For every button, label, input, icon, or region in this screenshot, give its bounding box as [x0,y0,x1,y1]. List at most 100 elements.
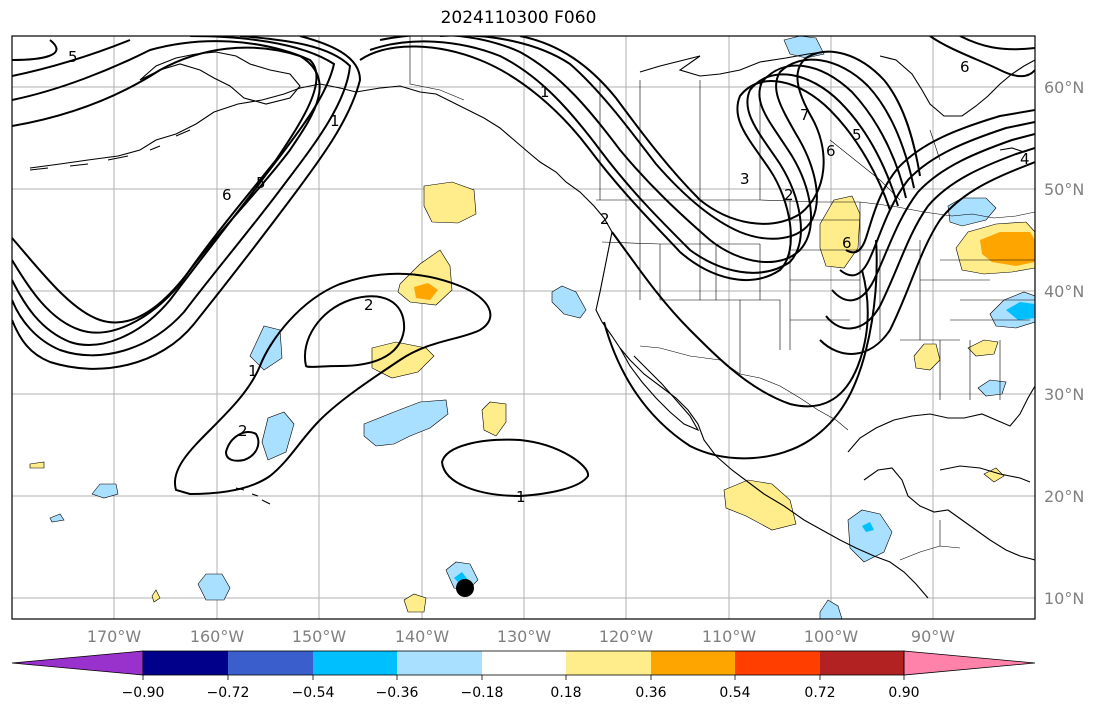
contour-label: 6 [842,234,852,252]
lon-label: 110°W [702,627,757,646]
fill-blue-west-20n [91,483,119,499]
fill-yellow-caribbean [983,467,1005,483]
state-lines-east [920,259,1035,400]
contour-1-loop [173,272,492,496]
contour-ridge-east-2 [825,147,1035,330]
fill-yellow-west-23n [29,461,45,469]
contour-label: 3 [740,170,750,188]
contour-label: 1 [540,83,550,101]
latitude-labels: 60°N 50°N 40°N 30°N 20°N 10°N [1044,78,1084,608]
colorbar-tick-label: 0.54 [719,685,750,701]
contour-labels: 5 1 6 5 1 6 7 6 5 4 3 2 2 1 2 1 6 2 [68,48,1030,506]
contour-label: 1 [248,362,258,380]
colorbar-segment [482,651,566,675]
contour-ridge-east-3 [831,133,1035,302]
contour-mid-4 [440,36,915,240]
contour-2-loop [303,295,406,368]
colorbar-segment [566,651,651,675]
lat-label: 20°N [1044,487,1084,506]
lon-label: 160°W [190,627,245,646]
contour-label: 2 [600,210,610,228]
contour-mid-5 [519,36,921,225]
colorbar-segment [313,651,397,675]
colorbar-segment [735,651,820,675]
contour-mid-3 [379,36,907,263]
contour-northeast [929,36,1035,77]
colorbar-segment [397,651,482,675]
contour-west-3 [12,36,336,346]
lon-label: 170°W [87,627,142,646]
map-title: 2024110300 F060 [440,8,597,28]
contour-label: 5 [68,48,78,66]
gulf-coast [847,385,1035,453]
contour-great-basin [611,231,869,408]
colorbar: −0.90 −0.72 −0.54 −0.36 −0.18 0.18 0.36 … [11,650,1036,701]
longitude-labels: 170°W 160°W 150°W 140°W 130°W 120°W 110°… [87,627,955,646]
contour-west-1 [12,46,321,324]
lat-label: 30°N [1044,385,1084,404]
fill-blue-hawaii [261,411,295,461]
contour-mid-1 [359,45,891,281]
gridlines [12,36,1035,619]
fill-orange-offshore-40n [414,283,438,300]
colorbar-tick-label: −0.72 [207,685,250,701]
lon-label: 90°W [911,627,955,646]
location-marker [456,579,474,597]
contour-west-4 [12,36,352,357]
colorbar-ticks [142,675,905,680]
contour-ridge-east-4 [839,121,1035,277]
canada-provinces [599,80,941,201]
colorbar-segment [820,651,904,675]
contour-ridge-east-5 [845,109,1035,254]
fill-yellow-gulf-of-alaska [423,181,477,224]
contour-label: 2 [238,422,248,440]
contour-label: 6 [826,142,836,160]
colorbar-segment [143,651,228,675]
lon-label: 120°W [599,627,654,646]
contour-label: 4 [1020,150,1030,168]
political-borders [409,36,1035,561]
colorbar-tick-label: −0.36 [376,685,419,701]
contour-label: 6 [960,58,970,76]
map-frame [11,35,1036,620]
fill-blue-mexico-dark [862,522,874,532]
contour-label: 6 [222,186,232,204]
contour-lines [12,36,1035,498]
fill-blue-north-hawaii [249,325,283,371]
fill-blue-bottom [819,599,843,619]
contour-label: 7 [800,106,810,124]
alaska-coast [29,83,613,233]
fill-orange-ne [980,232,1035,266]
lat-label: 60°N [1044,78,1084,97]
fill-darkblue-east [1006,302,1035,320]
lon-label: 150°W [292,627,347,646]
fill-yellow-mexico [723,479,797,531]
contour-label: 2 [784,186,794,204]
contour-label: 2 [364,296,374,314]
contour-mid-2 [369,40,899,274]
fill-yellow-southeast-2 [967,339,999,357]
fill-yellow-south-west [151,589,161,603]
contour-label: 1 [516,488,526,506]
us-west-coast [595,231,929,599]
colorbar-frame [142,650,905,676]
contour-2-small-loop [224,431,260,462]
lon-label: 140°W [395,627,450,646]
colorbar-tick-label: −0.18 [461,685,504,701]
canada-north [639,51,825,77]
fill-blue-great-lakes [947,197,997,227]
fill-blue-central [363,399,449,447]
colorbar-tick-label: 0.36 [635,685,666,701]
fill-blue-south [197,573,231,601]
contour-label: 1 [330,112,340,130]
contour-west-5 [12,36,362,370]
fill-blue-west-18n [49,513,65,523]
fill-yellow-south-center [403,593,427,613]
colorbar-extend-high [903,650,1036,676]
lon-label: 130°W [497,627,552,646]
colorbar-tick-label: −0.90 [122,685,165,701]
contour-1-south [440,438,590,498]
colorbar-tick-label: −0.54 [292,685,335,701]
colorbar-segment [228,651,313,675]
